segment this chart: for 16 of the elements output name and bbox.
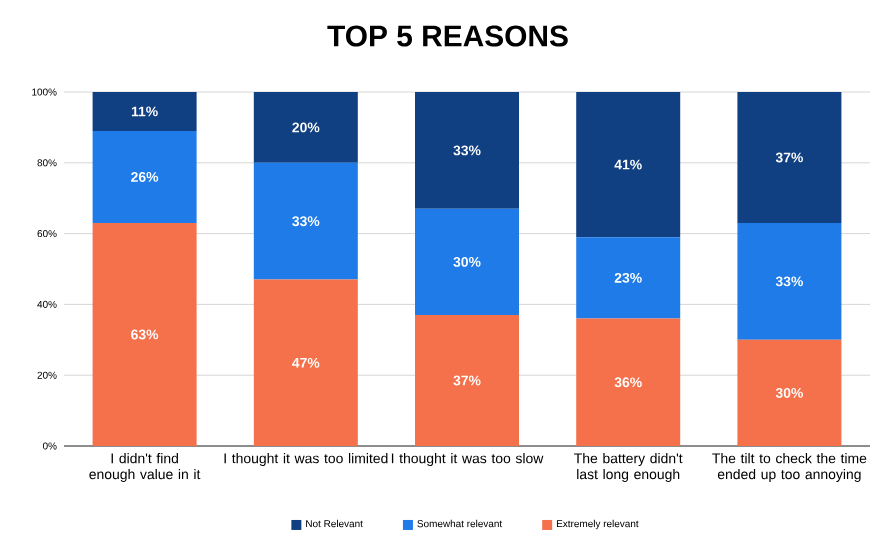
bar xyxy=(737,339,842,446)
bar xyxy=(737,222,842,340)
bar xyxy=(415,92,520,209)
chart-title: TOP 5 REASONS xyxy=(327,25,568,47)
bar xyxy=(576,237,681,319)
bar xyxy=(576,92,681,238)
bar xyxy=(576,318,681,446)
bar xyxy=(92,130,197,223)
bar xyxy=(253,92,358,163)
bar xyxy=(92,222,197,446)
bar xyxy=(737,92,842,223)
bar xyxy=(92,92,197,131)
bar xyxy=(415,315,520,446)
bar xyxy=(253,162,358,280)
bar xyxy=(415,208,520,316)
bar xyxy=(253,279,358,446)
